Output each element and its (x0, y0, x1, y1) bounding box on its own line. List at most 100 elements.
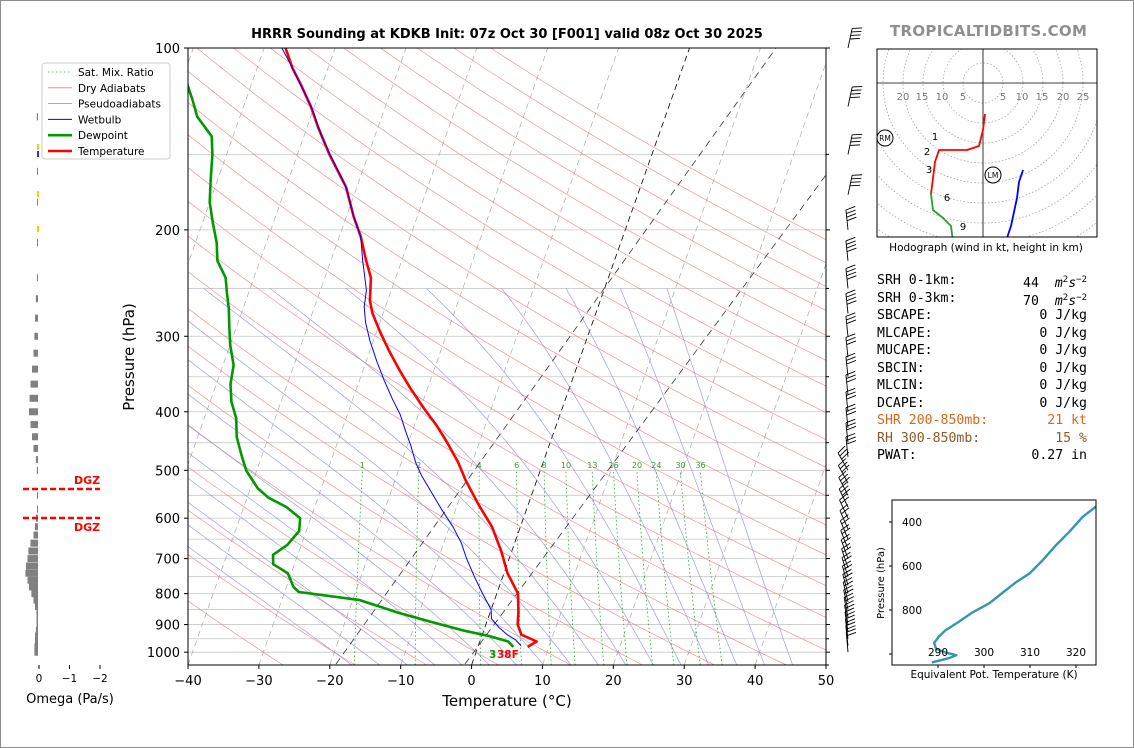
stat-unit-display: m2s−2 (1054, 292, 1087, 309)
x-tick-label: 10 (534, 674, 551, 689)
wind-barb (845, 312, 857, 337)
hodo-trace (930, 193, 954, 237)
pseudoadiabat (188, 477, 435, 665)
pseudoadiabat (188, 524, 380, 665)
stat-row: SBCIN: 0 J/kg (877, 360, 1087, 378)
omega-bar (30, 380, 38, 388)
barb-flag (842, 560, 852, 567)
mixing-ratio-label: 30 (675, 461, 685, 470)
isotherm-line (542, 48, 761, 665)
mixing-ratio-label: 13 (587, 461, 597, 470)
omega-bar (36, 621, 38, 629)
barb-flag (839, 503, 849, 511)
barb-flag (846, 374, 856, 379)
stat-number: 44 (1023, 276, 1039, 291)
barb-flag (841, 517, 850, 525)
barb-flag (846, 425, 857, 431)
omega-bar (27, 555, 38, 563)
isotherm-line (683, 262, 826, 665)
wind-barb (845, 628, 857, 653)
x-tick-label: −40 (174, 674, 201, 689)
barb-flag (844, 600, 854, 606)
theta-e-x-tick-label: 300 (974, 647, 994, 659)
stat-label: MLCAPE: (877, 325, 933, 341)
stat-label: SBCAPE: (877, 308, 933, 323)
dry-adiabat (188, 308, 787, 665)
stat-value: 0.27 in (1031, 448, 1087, 463)
stat-label: RH 300-850mb: (877, 430, 981, 446)
omega-bar (34, 643, 38, 651)
theta-e-y-tick-label: 400 (902, 517, 922, 529)
hodo-height-label: 9 (960, 222, 966, 233)
theta-e-y-tick-label: 600 (902, 561, 922, 573)
omega-x-tick-label: −1 (62, 673, 77, 685)
barb-flag (843, 580, 854, 587)
wind-barb (845, 205, 857, 230)
barb-flag (850, 93, 861, 95)
omega-bar (29, 583, 38, 591)
barb-flag (851, 30, 862, 33)
theta-e-line (931, 505, 1096, 664)
barb-flag (846, 440, 857, 445)
hodo-trace (934, 113, 986, 163)
barb-flag (837, 445, 846, 454)
wind-barb (845, 403, 857, 428)
barb-flag (846, 275, 857, 280)
omega-bar (35, 632, 38, 640)
omega-bar (29, 394, 38, 402)
barb-flag (846, 410, 857, 416)
barb-flag (849, 38, 860, 40)
stat-value: 21 kt (1047, 413, 1087, 428)
wind-barb (843, 592, 854, 618)
barb-flag (840, 473, 849, 482)
wind-barb (845, 418, 857, 443)
barb-flag (849, 96, 860, 99)
y-tick-label: 200 (155, 224, 180, 239)
zero-isotherm (471, 48, 690, 665)
barb-flag (842, 568, 852, 575)
omega-bar (30, 539, 38, 547)
omega-bar (30, 421, 38, 429)
dry-adiabat (188, 554, 356, 665)
stat-label: SHR 200-850mb: (877, 413, 989, 428)
barb-staff (847, 86, 853, 107)
omega-bar (34, 648, 38, 656)
stat-value: 0 J/kg (1039, 308, 1087, 323)
theta-e-x-tick-label: 290 (928, 647, 948, 659)
wind-barb (845, 333, 857, 358)
stat-value: 0 J/kg (1039, 395, 1087, 411)
barb-flag (838, 482, 847, 490)
isotherm-line (329, 48, 549, 665)
isotherm-line (188, 48, 407, 665)
theta-e-y-axis-label: Pressure (hPa) (876, 547, 887, 619)
wind-barb (843, 585, 854, 610)
pseudoadiabat (619, 288, 765, 665)
barb-flag (851, 177, 862, 180)
dry-adiabat (188, 384, 643, 665)
isotherm-line (613, 61, 826, 665)
isotherm-line (188, 48, 336, 466)
wind-barb (847, 133, 863, 155)
y-tick-label: 600 (155, 512, 180, 527)
hodo-ring-label: 10 (936, 92, 949, 103)
barb-flag (846, 436, 856, 441)
x-tick-label: −20 (316, 674, 343, 689)
omega-bar (37, 491, 38, 499)
mixing-ratio-label: 16 (609, 461, 619, 470)
stat-row: MUCAPE: 0 J/kg (877, 342, 1087, 360)
omega-bar (25, 569, 38, 577)
omega-x-tick-label: −2 (92, 673, 107, 685)
pseudoadiabat (188, 546, 353, 665)
mixing-ratio-line (613, 470, 628, 665)
hodo-ring-label: 5 (960, 92, 966, 103)
barb-flag (844, 596, 854, 602)
barb-flag (846, 240, 856, 245)
wind-barb (844, 600, 855, 625)
x-tick-label: 30 (676, 674, 693, 689)
wind-barb (847, 86, 863, 107)
stat-label: SRH 0-3km: (877, 290, 957, 306)
omega-bar (35, 523, 38, 531)
omega-x-tick-label: 0 (36, 673, 43, 685)
